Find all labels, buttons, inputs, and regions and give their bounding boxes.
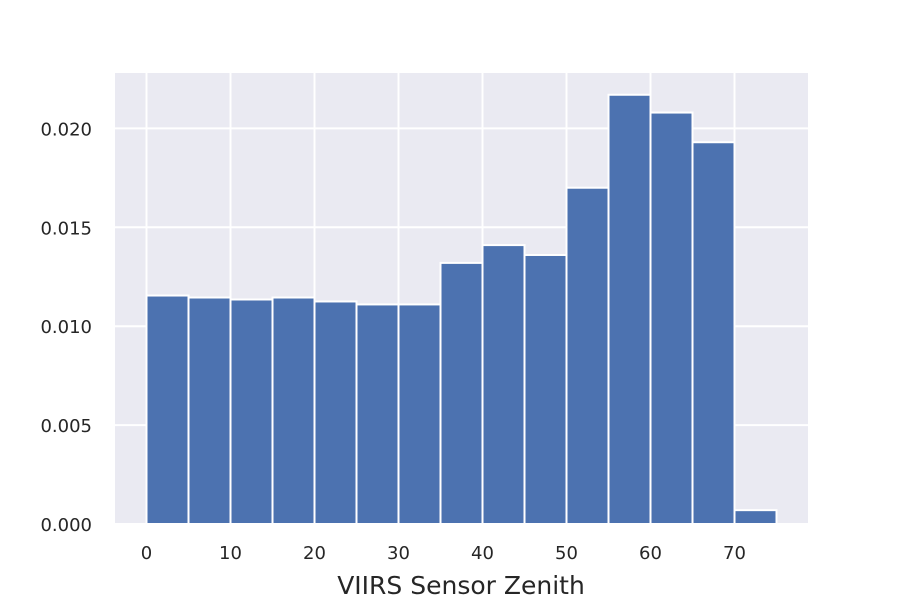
x-tick-label: 30: [387, 543, 410, 564]
y-tick-label: 0.005: [40, 416, 92, 437]
histogram-bar: [565, 186, 610, 526]
x-tick-label: 70: [723, 543, 746, 564]
histogram-bar: [481, 244, 526, 525]
x-tick-label: 40: [471, 543, 494, 564]
y-tick-label: 0.015: [40, 218, 92, 239]
x-tick-label: 60: [639, 543, 662, 564]
histogram-bar: [187, 296, 232, 525]
histogram-bar: [607, 93, 652, 526]
y-tick-label: 0.020: [40, 119, 92, 140]
histogram-bar: [313, 300, 358, 525]
x-tick-label: 50: [555, 543, 578, 564]
histogram-bar: [649, 111, 694, 525]
histogram-bar: [733, 509, 778, 525]
histogram-bar: [145, 294, 190, 525]
x-axis-ticks: 0 10 20 30 40 50 60 70: [141, 543, 746, 564]
histogram-bar: [229, 298, 274, 526]
x-tick-label: 0: [141, 543, 152, 564]
y-tick-label: 0.000: [40, 515, 92, 536]
histogram-bar: [691, 141, 736, 525]
bars: [145, 93, 778, 526]
histogram-bar: [397, 303, 442, 525]
x-tick-label: 20: [303, 543, 326, 564]
histogram-bar: [271, 296, 316, 525]
y-tick-label: 0.010: [40, 317, 92, 338]
x-axis-title: VIIRS Sensor Zenith: [337, 571, 585, 600]
histogram-bar: [355, 303, 400, 525]
y-axis-ticks: 0.000 0.005 0.010 0.015 0.020: [40, 119, 92, 536]
histogram-bar: [523, 253, 568, 525]
x-tick-label: 10: [219, 543, 242, 564]
histogram-bar: [439, 261, 484, 525]
